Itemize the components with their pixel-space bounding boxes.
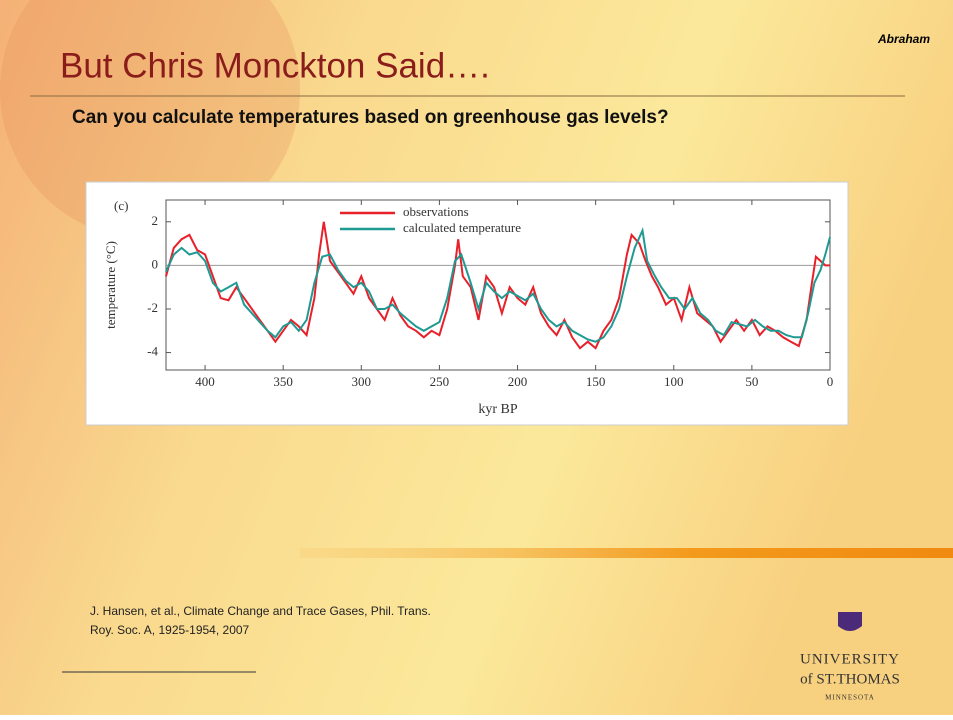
slide: Abraham But Chris Monckton Said…. Can yo… — [0, 0, 953, 715]
citation-line: Roy. Soc. A, 1925-1954, 2007 — [90, 623, 250, 637]
logo-text: UNIVERSITY — [800, 651, 900, 667]
y-tick-label: 2 — [152, 213, 159, 228]
author: Abraham — [877, 32, 930, 46]
y-tick-label: -4 — [147, 344, 158, 359]
slide-title: But Chris Monckton Said…. — [60, 46, 490, 85]
x-tick-label: 200 — [508, 374, 528, 389]
y-tick-label: -2 — [147, 300, 158, 315]
x-tick-label: 400 — [195, 374, 215, 389]
legend-label: observations — [403, 204, 469, 219]
logo-text: MINNESOTA — [825, 694, 875, 702]
logo-text: of ST.THOMAS — [800, 671, 900, 687]
x-tick-label: 300 — [352, 374, 372, 389]
legend-label: calculated temperature — [403, 220, 521, 235]
logo-shield — [838, 612, 862, 631]
y-tick-label: 0 — [152, 256, 159, 271]
x-tick-label: 350 — [273, 374, 293, 389]
panel-label: (c) — [114, 198, 128, 213]
slide-subtitle: Can you calculate temperatures based on … — [72, 107, 669, 128]
x-tick-label: 100 — [664, 374, 684, 389]
decor-band — [300, 548, 953, 558]
x-tick-label: 50 — [745, 374, 758, 389]
citation-line: J. Hansen, et al., Climate Change and Tr… — [90, 604, 431, 618]
y-axis-label: temperature (°C) — [103, 241, 118, 329]
x-tick-label: 250 — [430, 374, 450, 389]
x-tick-label: 0 — [827, 374, 834, 389]
x-axis-label: kyr BP — [478, 402, 518, 417]
x-tick-label: 150 — [586, 374, 606, 389]
